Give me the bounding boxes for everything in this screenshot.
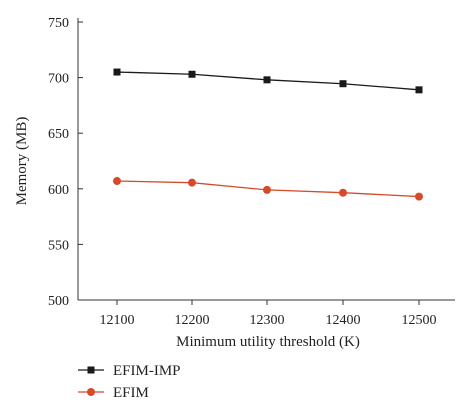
- y-tick-label: 550: [48, 238, 69, 253]
- y-axis-title: Memory (MB): [14, 117, 30, 206]
- data-point: [188, 178, 196, 187]
- data-point: [415, 192, 423, 201]
- legend-swatch-marker: [87, 388, 95, 396]
- data-point: [113, 177, 121, 186]
- legend-label: EFIM: [113, 385, 149, 401]
- x-tick-label: 12400: [326, 313, 361, 328]
- y-axis-ticks: 500 550 600 650 700 750: [48, 16, 83, 309]
- chart-axes: [77, 18, 455, 301]
- data-point: [339, 80, 347, 88]
- y-tick-label: 650: [48, 127, 69, 142]
- data-point: [263, 76, 271, 84]
- y-tick-label: 600: [48, 183, 69, 198]
- x-tick-label: 12300: [250, 313, 285, 328]
- data-point: [415, 86, 423, 94]
- legend-label: EFIM-IMP: [113, 363, 181, 379]
- legend-swatch-marker: [87, 366, 95, 374]
- y-tick-label: 700: [48, 72, 69, 87]
- data-point: [188, 70, 196, 78]
- chart-legend: EFIM-IMP EFIM: [78, 363, 181, 401]
- data-point: [263, 185, 271, 194]
- data-point: [339, 188, 347, 197]
- x-tick-label: 12100: [100, 313, 135, 328]
- chart-series: [113, 68, 423, 201]
- y-tick-label: 500: [48, 294, 69, 309]
- data-point: [113, 68, 121, 76]
- x-axis-title: Minimum utility threshold (K): [176, 334, 360, 350]
- x-tick-label: 12500: [402, 313, 437, 328]
- x-tick-label: 12200: [175, 313, 210, 328]
- x-axis-ticks: 12100 12200 12300 12400 12500: [100, 300, 437, 328]
- y-tick-label: 750: [48, 16, 69, 31]
